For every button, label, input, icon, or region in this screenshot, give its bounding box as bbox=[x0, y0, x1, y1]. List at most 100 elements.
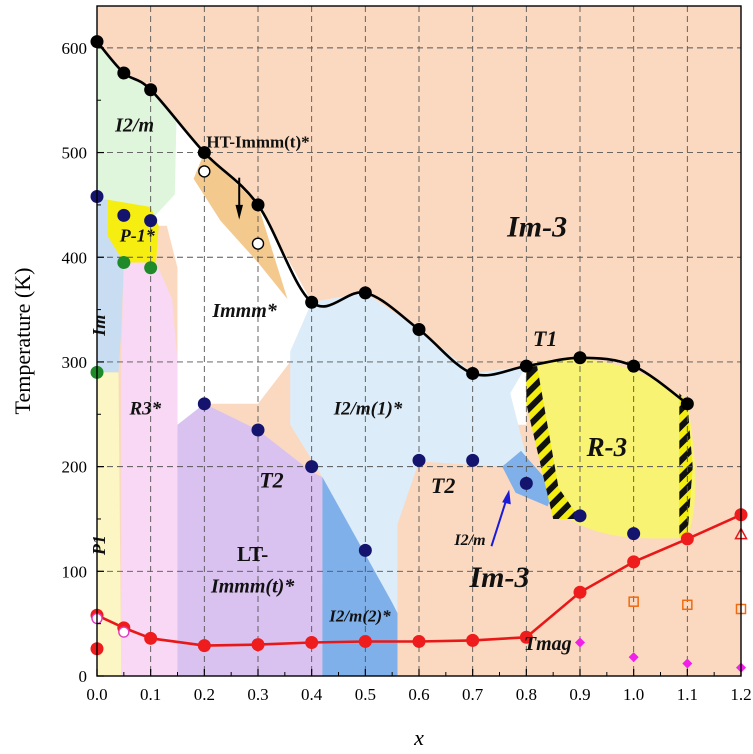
data-point-filled-red bbox=[519, 630, 533, 644]
y-tick-label: 400 bbox=[62, 248, 88, 267]
region-label-i2-m-1-: I2/m(1)* bbox=[333, 398, 403, 419]
data-point-filled-navy bbox=[117, 208, 131, 222]
data-point-filled-black bbox=[627, 359, 641, 373]
x-tick-label: 0.8 bbox=[516, 685, 537, 704]
x-tick-label: 0.0 bbox=[86, 685, 107, 704]
data-point-filled-navy bbox=[251, 423, 265, 437]
data-point-filled-black bbox=[305, 295, 319, 309]
data-point-filled-navy bbox=[197, 397, 211, 411]
region-label-p1: P1 bbox=[89, 535, 109, 556]
data-point-filled-black bbox=[466, 366, 480, 380]
data-point-filled-green bbox=[117, 255, 131, 269]
data-point-filled-red bbox=[358, 634, 372, 648]
data-point-magenta-diamond bbox=[682, 658, 693, 669]
region-label-i2-m: I2/m bbox=[114, 115, 154, 137]
region-label-t1: T1 bbox=[533, 326, 557, 351]
data-point-filled-navy bbox=[305, 460, 319, 474]
region-label-im: Im bbox=[89, 315, 109, 337]
y-tick-label: 500 bbox=[62, 144, 88, 163]
x-tick-label: 0.3 bbox=[247, 685, 268, 704]
data-point-filled-navy bbox=[358, 543, 372, 557]
data-point-filled-black bbox=[680, 397, 694, 411]
region-r-3-hatch-right bbox=[679, 393, 693, 538]
data-point-filled-red bbox=[197, 639, 211, 653]
data-point-filled-black bbox=[144, 83, 158, 97]
data-point-magenta-diamond bbox=[575, 637, 585, 648]
region-label-lt-immm-2: Immm(t)* bbox=[210, 575, 295, 597]
data-point-open-orange-square bbox=[682, 599, 693, 611]
data-point-filled-navy bbox=[466, 453, 480, 467]
data-point-filled-black bbox=[117, 66, 131, 80]
y-tick-label: 200 bbox=[62, 458, 88, 477]
region-label-r3: R3* bbox=[128, 398, 161, 419]
region-label-immm: Immm* bbox=[211, 300, 277, 322]
region-label-lt-immm-1: LT- bbox=[237, 542, 268, 566]
region-p1 bbox=[97, 372, 122, 676]
x-tick-label: 0.2 bbox=[194, 685, 215, 704]
data-point-filled-red bbox=[412, 634, 426, 648]
region-label-i2-m-small: I2/m bbox=[453, 532, 485, 549]
data-point-filled-black bbox=[358, 286, 372, 300]
region-i2m bbox=[97, 41, 177, 226]
data-point-open-pink bbox=[118, 626, 130, 638]
x-tick-label: 0.6 bbox=[408, 685, 429, 704]
x-tick-label: 1.2 bbox=[730, 685, 751, 704]
data-point-filled-navy bbox=[412, 453, 426, 467]
data-point-open-black bbox=[251, 237, 265, 250]
region-i2m-2 bbox=[322, 477, 398, 676]
axes: 0.0 0.1 0.2 0.3 0.4 0.5 0.6 0.7 0.8 0.9 1.0 1.1 1.2 0… bbox=[62, 39, 752, 704]
x-tick-label: 1.1 bbox=[677, 685, 698, 704]
region-ht-immm bbox=[193, 152, 288, 300]
region-label-tmag: Tmag bbox=[524, 633, 572, 655]
data-point-open-orange-square bbox=[628, 596, 639, 607]
x-tick-label: 0.7 bbox=[462, 685, 484, 704]
region-label-im-3-low: Im-3 bbox=[469, 561, 530, 594]
region-label-r-3: R-3 bbox=[586, 432, 628, 462]
region-r-3-hatch-left bbox=[526, 366, 580, 519]
data-point-filled-navy bbox=[144, 214, 158, 228]
x-tick-label: 1.0 bbox=[623, 685, 644, 704]
x-tick-label: 0.5 bbox=[355, 685, 376, 704]
grid-lines bbox=[97, 6, 741, 676]
region-label-im-3: Im-3 bbox=[506, 210, 567, 243]
region-labels: Im-3 Im-3 I2/m P-1* Im R3* P1 HT-Immm(t)* Immm* L… bbox=[89, 115, 627, 655]
region-lt-immm bbox=[177, 403, 323, 676]
data-point-filled-black bbox=[197, 146, 211, 160]
x-tick-label: 0.1 bbox=[140, 685, 161, 704]
data-point-filled-red bbox=[144, 631, 158, 645]
data-point-filled-red bbox=[627, 555, 641, 569]
y-tick-label: 100 bbox=[62, 562, 88, 581]
data-point-filled-red bbox=[466, 633, 480, 647]
y-axis-label: Temperature (K) bbox=[10, 268, 35, 415]
region-im bbox=[97, 199, 124, 373]
x-axis-label: x bbox=[413, 725, 424, 750]
data-point-filled-red bbox=[305, 636, 319, 649]
data-point-filled-red bbox=[680, 532, 694, 546]
data-point-filled-navy bbox=[519, 476, 533, 490]
region-label-i2-m-2-: I2/m(2)* bbox=[328, 607, 391, 626]
data-point-filled-black bbox=[519, 359, 533, 373]
data-point-filled-red bbox=[573, 585, 587, 599]
region-r-3 bbox=[526, 358, 696, 539]
region-label-t2-a: T2 bbox=[259, 468, 283, 493]
data-point-filled-red bbox=[251, 638, 265, 652]
y-tick-label: 600 bbox=[62, 39, 88, 58]
tmag-line bbox=[96, 513, 742, 647]
region-label-t2-b: T2 bbox=[431, 473, 455, 498]
data-point-filled-green bbox=[144, 261, 158, 275]
i2m-pointer-arrowhead bbox=[502, 489, 511, 505]
data-point-open-black bbox=[198, 165, 211, 178]
region-label-p-1: P-1* bbox=[119, 226, 156, 246]
region-label-ht-immm: HT-Immm(t)* bbox=[206, 132, 309, 151]
ht-immm-pointer-arrowhead bbox=[235, 204, 243, 220]
i2m-pointer-arrow bbox=[490, 495, 509, 547]
data-point-filled-black bbox=[412, 322, 426, 336]
x-tick-label: 0.4 bbox=[301, 685, 323, 704]
x-tick-label: 0.9 bbox=[569, 685, 590, 704]
y-tick-label: 300 bbox=[62, 353, 88, 372]
data-point-filled-navy bbox=[627, 527, 641, 541]
region-r3 bbox=[121, 262, 178, 676]
data-point-filled-black bbox=[573, 351, 587, 365]
data-point-filled-navy bbox=[573, 509, 587, 523]
